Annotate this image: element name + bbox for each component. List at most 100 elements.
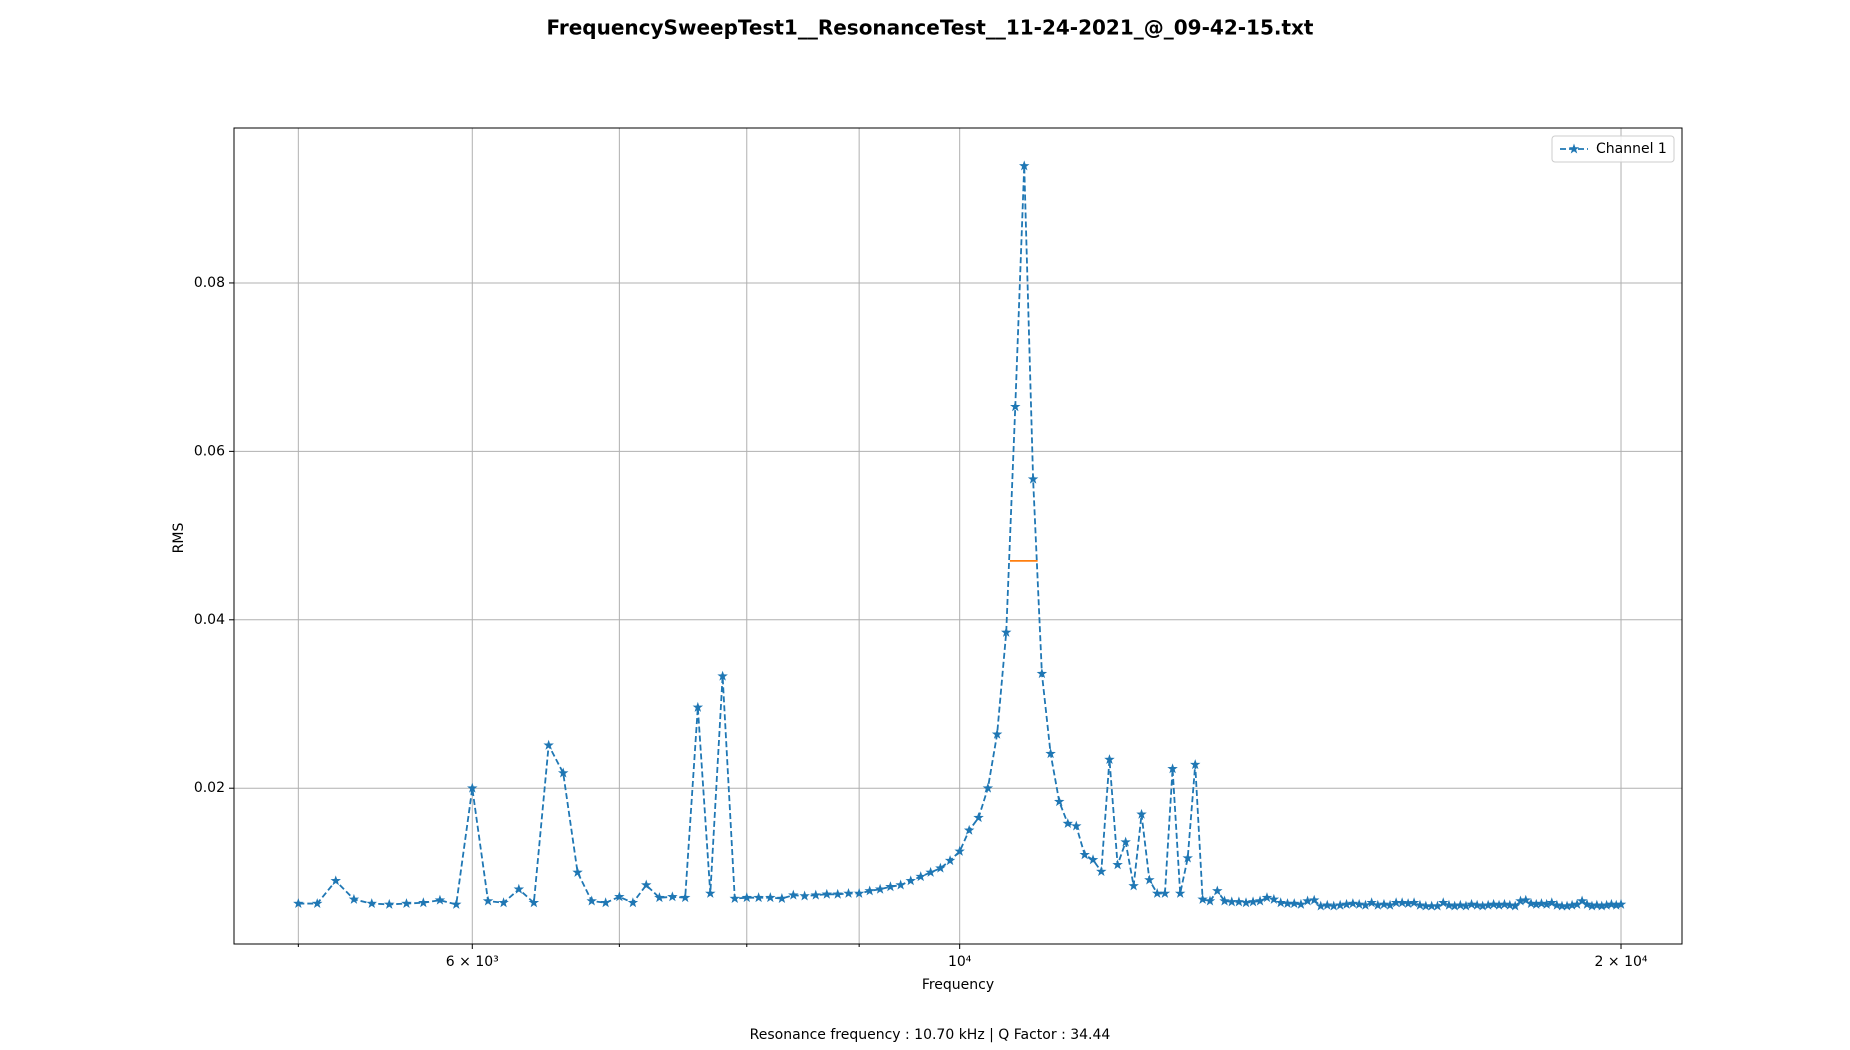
data-point — [1576, 895, 1588, 906]
legend-marker — [1568, 143, 1580, 154]
data-point — [1601, 899, 1612, 910]
data-point — [1159, 887, 1171, 898]
data-point — [1197, 893, 1208, 904]
data-point — [1546, 897, 1558, 908]
footer-note: Resonance frequency : 10.70 kHz | Q Fact… — [750, 1027, 1111, 1043]
data-point — [467, 782, 478, 793]
y-tick-label: 0.08 — [194, 275, 225, 291]
data-point — [498, 897, 509, 908]
data-point — [482, 895, 494, 906]
data-point — [991, 728, 1003, 739]
data-point — [1112, 859, 1123, 870]
data-point — [1606, 898, 1617, 909]
data-point — [1531, 898, 1542, 909]
data-point — [1366, 897, 1377, 908]
data-point — [1240, 897, 1252, 908]
y-axis-label: RMS — [171, 523, 187, 554]
data-point — [895, 879, 906, 890]
data-point — [384, 898, 395, 909]
data-point — [973, 812, 984, 823]
data-point — [1226, 896, 1237, 907]
data-point — [717, 670, 728, 681]
legend-box — [1551, 135, 1675, 163]
data-point — [1000, 626, 1012, 637]
data-point — [1420, 900, 1432, 911]
data-point — [1449, 900, 1460, 911]
data-point — [1212, 885, 1223, 896]
data-point — [1353, 898, 1365, 909]
data-point — [366, 898, 377, 909]
data-point — [1282, 898, 1293, 909]
data-point — [954, 845, 965, 856]
data-point — [1182, 852, 1193, 863]
data-point — [1482, 899, 1494, 910]
data-point — [821, 888, 833, 899]
data-point — [944, 855, 956, 866]
data-point — [451, 898, 462, 909]
data-point — [1087, 854, 1099, 865]
data-point — [513, 883, 525, 894]
data-point — [874, 883, 886, 894]
data-point — [1189, 759, 1201, 770]
x-tick-label: 6 × 10³ — [446, 954, 499, 970]
y-tick-label: 0.06 — [194, 443, 225, 459]
data-point — [1509, 900, 1521, 911]
data-point — [293, 898, 304, 909]
data-point — [311, 898, 323, 909]
data-point — [905, 875, 916, 886]
data-point — [1261, 892, 1273, 903]
data-point — [1443, 899, 1455, 910]
data-point — [1302, 895, 1313, 906]
data-point — [1341, 898, 1352, 909]
data-point — [401, 898, 412, 909]
data-point — [572, 866, 583, 877]
data-point — [741, 892, 752, 903]
data-point — [1233, 896, 1245, 907]
data-point — [1027, 473, 1039, 484]
data-point — [1322, 899, 1333, 910]
data-point — [1520, 894, 1532, 905]
data-point — [1062, 818, 1074, 829]
data-point — [1596, 900, 1607, 911]
data-point — [810, 889, 821, 900]
data-point — [729, 893, 740, 903]
data-point — [1295, 898, 1307, 909]
y-tick-label: 0.04 — [194, 612, 225, 628]
data-point — [1525, 898, 1537, 909]
data-point — [1438, 897, 1449, 908]
data-point — [1471, 899, 1483, 910]
data-point — [1384, 899, 1396, 910]
data-point — [1104, 754, 1115, 765]
data-point — [614, 891, 625, 902]
data-point — [885, 881, 896, 892]
data-point — [1551, 899, 1563, 910]
data-point — [1581, 898, 1593, 909]
data-point — [935, 862, 946, 873]
data-point — [1432, 900, 1443, 911]
data-point — [1308, 894, 1320, 905]
data-point — [1611, 899, 1622, 910]
x-tick-label: 10⁴ — [948, 954, 972, 970]
x-axis-label: Frequency — [922, 977, 994, 993]
data-point — [348, 893, 360, 904]
legend-label: Channel 1 — [1596, 141, 1667, 157]
data-point — [1488, 898, 1499, 909]
data-point — [1586, 900, 1598, 911]
data-point — [1096, 866, 1107, 877]
data-point — [1541, 898, 1552, 909]
data-point — [1054, 796, 1065, 807]
data-point — [1045, 748, 1056, 759]
data-point — [853, 887, 865, 898]
data-point — [434, 894, 446, 905]
data-point — [1079, 849, 1090, 860]
data-point — [1315, 900, 1326, 911]
data-point — [543, 739, 554, 750]
data-point — [330, 875, 341, 886]
data-point — [1128, 880, 1139, 891]
data-point — [843, 887, 854, 898]
data-point — [1334, 899, 1346, 910]
data-point — [1504, 899, 1516, 910]
data-point — [1372, 899, 1384, 910]
